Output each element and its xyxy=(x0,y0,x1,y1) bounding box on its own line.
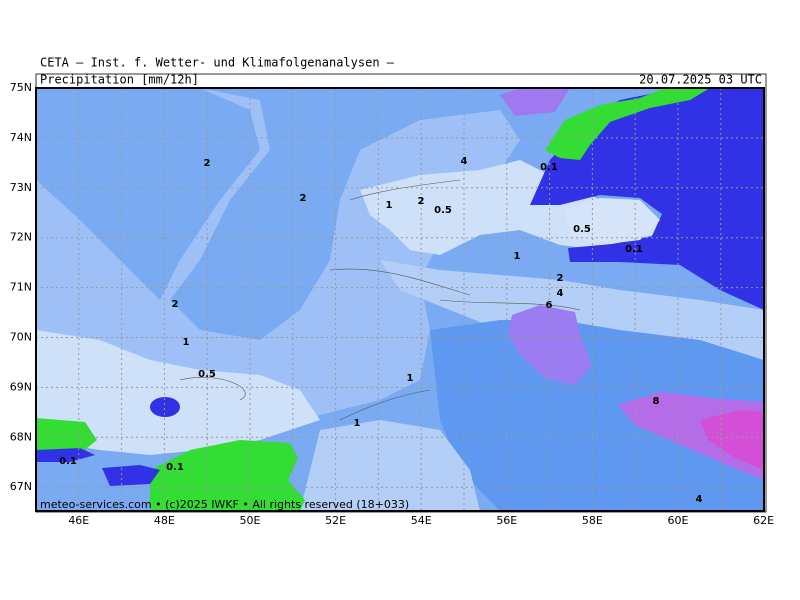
lat-label: 75N xyxy=(10,81,32,94)
datetime: 20.07.2025 03 UTC xyxy=(639,73,762,87)
contour-label: 2 xyxy=(418,196,425,207)
lat-label: 69N xyxy=(10,380,32,393)
contour-label: 0.1 xyxy=(540,162,558,173)
contour-label: 0.5 xyxy=(573,224,591,235)
contour-label: 2 xyxy=(300,193,307,204)
lon-label: 46E xyxy=(68,514,89,527)
lat-label: 68N xyxy=(10,430,32,443)
map-border xyxy=(35,87,765,512)
contour-label: 2 xyxy=(172,299,179,310)
lon-label: 60E xyxy=(668,514,689,527)
lat-label: 67N xyxy=(10,480,32,493)
contour-label: 0.1 xyxy=(59,456,77,467)
lon-label: 48E xyxy=(154,514,175,527)
footer: meteo-services.com • (c)2025 IWKF • All … xyxy=(40,498,409,511)
contour-label: 1 xyxy=(354,418,361,429)
variable: Precipitation [mm/12h] xyxy=(40,73,199,87)
precip-field xyxy=(36,88,764,511)
lon-label: 52E xyxy=(325,514,346,527)
lat-label: 73N xyxy=(10,181,32,194)
contour-label: 2 xyxy=(204,158,211,169)
contour-label: 0.5 xyxy=(198,369,216,380)
contour-label: 4 xyxy=(461,156,468,167)
lon-label: 62E xyxy=(753,514,774,527)
contour-label: 0.1 xyxy=(625,244,643,255)
contour-label: 0.1 xyxy=(166,462,184,473)
contour-label: 1 xyxy=(183,337,190,348)
lon-label: 58E xyxy=(582,514,603,527)
lon-label: 54E xyxy=(411,514,432,527)
contour-label: 8 xyxy=(653,396,660,407)
contour-label: 1 xyxy=(514,251,521,262)
contour-label: 1 xyxy=(407,373,414,384)
contour-label: 4 xyxy=(557,288,564,299)
contour-labels: 2 2 1 2 0.5 4 0.1 0.5 0.1 1 2 4 6 2 1 0.… xyxy=(59,156,702,505)
contour-label: 6 xyxy=(546,300,553,311)
title: CETA — Inst. f. Wetter- und Klimafolgena… xyxy=(40,56,395,70)
contour-label: 4 xyxy=(696,494,703,505)
lat-label: 74N xyxy=(10,131,32,144)
lat-label: 70N xyxy=(10,331,32,344)
lat-label: 71N xyxy=(10,281,32,294)
contour-label: 0.5 xyxy=(434,205,452,216)
lat-label: 72N xyxy=(10,231,32,244)
lon-label: 56E xyxy=(496,514,517,527)
contour-label: 2 xyxy=(557,273,564,284)
lon-label: 50E xyxy=(240,514,261,527)
contour-label: 1 xyxy=(386,200,393,211)
